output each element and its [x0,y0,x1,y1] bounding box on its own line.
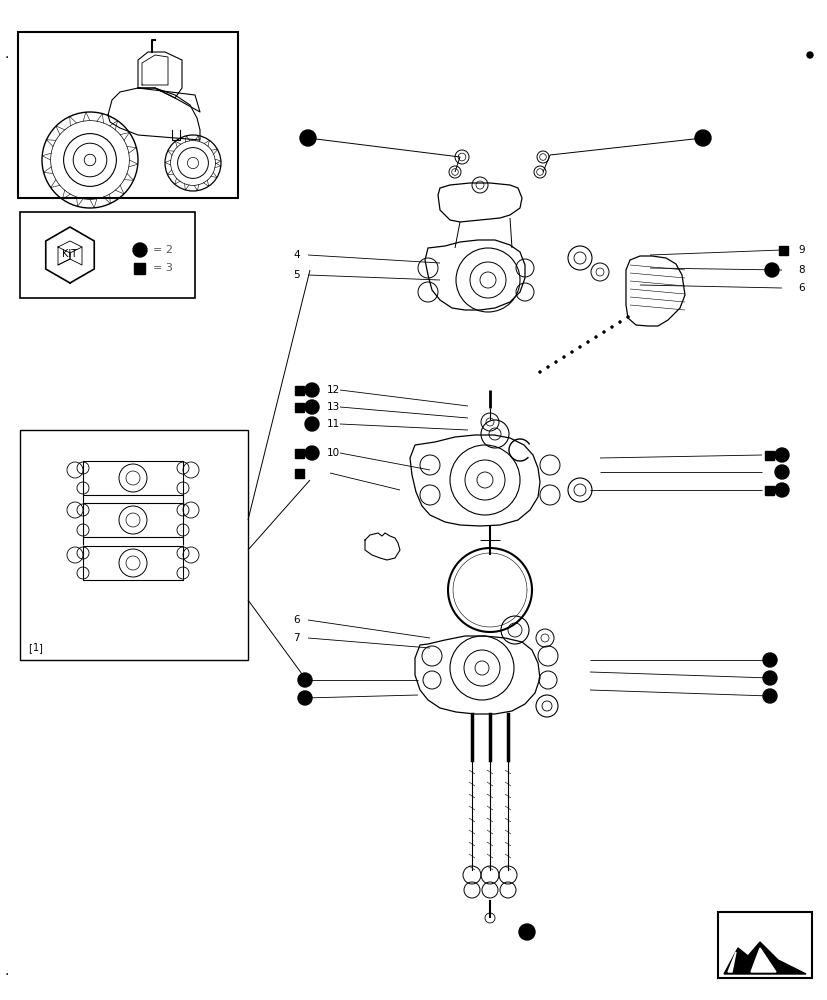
Circle shape [546,365,549,368]
Circle shape [304,400,318,414]
Circle shape [298,691,312,705]
Text: 6: 6 [797,283,804,293]
Circle shape [519,924,534,940]
Bar [295,448,304,458]
Bar [20,430,248,660]
Bar [778,245,787,254]
Bar [83,461,183,495]
Bar [295,402,304,412]
Bar [83,503,183,537]
Bar [295,468,304,478]
Polygon shape [723,942,805,974]
Circle shape [299,130,316,146]
Circle shape [570,351,573,354]
Bar [20,212,195,298]
Text: 9: 9 [797,245,804,255]
Circle shape [764,263,778,277]
Text: 5: 5 [293,270,299,280]
Circle shape [586,340,589,344]
Text: 10: 10 [327,448,340,458]
Circle shape [538,370,541,373]
Circle shape [304,446,318,460]
Circle shape [774,465,788,479]
Text: [: [ [28,643,31,653]
Circle shape [774,448,788,462]
Circle shape [594,336,597,338]
Text: 11: 11 [327,419,340,429]
Circle shape [133,243,147,257]
Text: 12: 12 [327,385,340,395]
Text: 6: 6 [293,615,299,625]
Text: = 3: = 3 [153,263,173,273]
Circle shape [762,689,776,703]
Text: .: . [5,47,9,61]
Bar [295,385,304,394]
Circle shape [762,653,776,667]
Circle shape [298,673,312,687]
Circle shape [578,346,581,349]
Bar [83,546,183,580]
Bar [717,912,811,978]
Circle shape [609,326,613,328]
Bar [18,32,237,198]
Circle shape [626,316,629,318]
Bar [134,262,146,273]
Circle shape [774,483,788,497]
Circle shape [806,52,812,58]
Circle shape [554,360,557,363]
Polygon shape [750,948,775,972]
Circle shape [304,383,318,397]
Polygon shape [727,952,735,972]
Text: 7: 7 [293,633,299,643]
Text: = 2: = 2 [153,245,173,255]
Text: .: . [5,964,9,978]
Circle shape [562,356,565,359]
Text: KIT: KIT [62,249,78,259]
Text: 4: 4 [293,250,299,260]
Circle shape [618,320,621,324]
Circle shape [304,417,318,431]
Bar [765,486,773,494]
Bar [765,450,773,460]
Text: 1: 1 [33,643,39,653]
Circle shape [602,330,605,334]
Text: 8: 8 [797,265,804,275]
Text: ]: ] [38,643,42,653]
Circle shape [762,671,776,685]
Circle shape [694,130,710,146]
Text: 13: 13 [327,402,340,412]
